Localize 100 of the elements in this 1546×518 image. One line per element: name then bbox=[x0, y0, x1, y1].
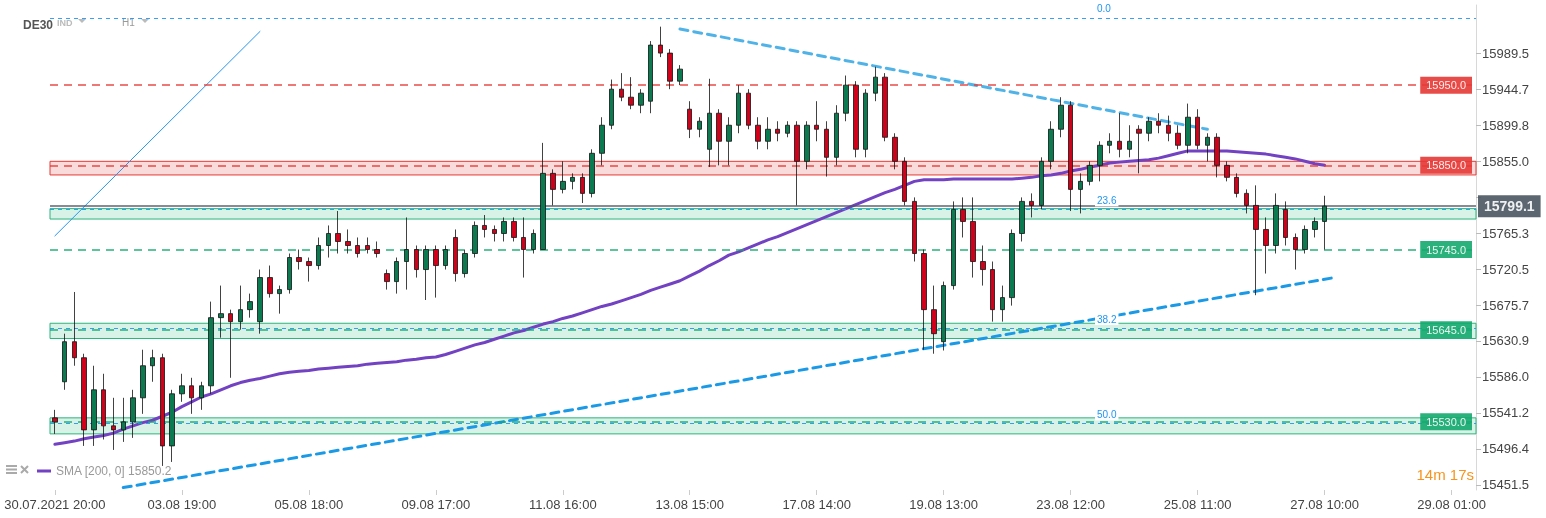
x-tick-label: 19.08 13:00 bbox=[909, 497, 979, 512]
x-tick-label: 29.08 01:00 bbox=[1417, 497, 1486, 512]
candlestick bbox=[960, 197, 966, 238]
candlestick bbox=[1214, 132, 1220, 178]
candlestick bbox=[1117, 112, 1122, 158]
x-tick-label: 03.08 19:00 bbox=[147, 497, 217, 512]
annotation: 14m 17s bbox=[1416, 466, 1475, 483]
candlestick bbox=[501, 217, 507, 242]
candlestick bbox=[863, 88, 868, 158]
candlestick bbox=[1127, 124, 1132, 158]
x-tick-label: 11.08 16:00 bbox=[528, 497, 597, 512]
candlestick bbox=[414, 245, 419, 278]
candlestick bbox=[746, 88, 751, 130]
candlestick bbox=[111, 397, 116, 451]
candlestick bbox=[384, 269, 390, 290]
candlestick bbox=[716, 108, 722, 166]
x-tick-label: 25.08 11:00 bbox=[1163, 497, 1232, 512]
candlestick bbox=[169, 389, 175, 463]
y-tick-label: 15944.7 bbox=[1482, 81, 1529, 97]
y-tick-label: 15899.8 bbox=[1482, 117, 1529, 133]
candlestick bbox=[599, 116, 605, 166]
candlestick bbox=[794, 120, 800, 206]
candlestick bbox=[755, 116, 761, 150]
x-tick-label: 23.08 12:00 bbox=[1036, 497, 1106, 512]
candlestick bbox=[707, 78, 712, 168]
candlestick bbox=[726, 116, 732, 166]
candlestick bbox=[882, 72, 888, 142]
candlestick bbox=[1166, 115, 1171, 142]
candlestick bbox=[52, 409, 58, 435]
candlestick bbox=[306, 257, 312, 282]
candlestick bbox=[433, 245, 439, 298]
annotation: 23.6 bbox=[1097, 194, 1117, 206]
candlestick bbox=[1175, 124, 1181, 150]
candlestick bbox=[609, 79, 614, 130]
candlestick bbox=[394, 257, 399, 294]
candlestick bbox=[1205, 132, 1210, 162]
candlestick bbox=[208, 301, 214, 395]
candlestick bbox=[843, 75, 849, 122]
candlestick bbox=[140, 349, 146, 415]
candlestick bbox=[1293, 233, 1298, 270]
candlestick bbox=[951, 201, 956, 290]
candlestick bbox=[287, 253, 292, 294]
candlestick bbox=[667, 48, 673, 90]
ref-line-label: 15799.1 bbox=[1484, 198, 1535, 215]
candlestick bbox=[540, 142, 546, 250]
candlestick bbox=[1234, 172, 1239, 198]
annotation: IND bbox=[57, 17, 73, 28]
candlestick bbox=[1019, 197, 1025, 242]
candlestick bbox=[91, 365, 97, 447]
candlestick bbox=[228, 309, 233, 379]
candlestick bbox=[81, 353, 87, 447]
ref-line-label: 15850.0 bbox=[1426, 159, 1466, 172]
annotation: H1 bbox=[122, 16, 136, 28]
candlestick bbox=[1273, 192, 1279, 254]
candlestick bbox=[1136, 124, 1142, 174]
candlestick bbox=[775, 120, 780, 142]
candlestick bbox=[1253, 184, 1259, 296]
candlestick bbox=[736, 84, 741, 134]
candlestick bbox=[453, 229, 458, 282]
candlestick bbox=[1224, 160, 1230, 182]
candlestick bbox=[1097, 140, 1103, 182]
candlestick bbox=[238, 285, 243, 331]
candlestick bbox=[62, 333, 67, 391]
candlestick bbox=[1185, 103, 1191, 154]
candlestick bbox=[1048, 120, 1054, 170]
candlestick bbox=[1078, 172, 1083, 214]
y-tick-label: 15496.4 bbox=[1482, 441, 1529, 457]
candlestick bbox=[443, 245, 448, 270]
candlestick bbox=[296, 249, 302, 270]
candlestick bbox=[1263, 217, 1269, 274]
y-tick-label: 15765.3 bbox=[1482, 225, 1529, 241]
candlestick bbox=[511, 217, 517, 242]
candlestick bbox=[921, 249, 927, 351]
candlestick bbox=[1244, 188, 1249, 214]
annotation: 38.2 bbox=[1097, 313, 1117, 325]
candlestick bbox=[873, 66, 878, 102]
candlestick bbox=[316, 237, 321, 270]
candlestick bbox=[853, 80, 859, 158]
candlestick bbox=[472, 221, 478, 258]
candlestick bbox=[1009, 229, 1015, 307]
candlestick bbox=[335, 210, 341, 254]
legend-label: SMA [200, 0] 15850.2 bbox=[56, 464, 172, 478]
candlestick bbox=[589, 148, 595, 198]
candlestick bbox=[345, 229, 351, 254]
candlestick bbox=[462, 249, 468, 278]
candlestick bbox=[638, 88, 644, 114]
candlestick bbox=[687, 100, 692, 139]
candlestick bbox=[326, 225, 331, 258]
candlestick bbox=[374, 241, 380, 258]
annotation: 50.0 bbox=[1097, 408, 1117, 420]
candlestick bbox=[277, 285, 282, 315]
x-tick-label: 30.07.2021 20:00 bbox=[4, 497, 106, 512]
x-tick-label: 13.08 15:00 bbox=[655, 497, 725, 512]
candlestick bbox=[814, 100, 819, 142]
candlestick bbox=[267, 265, 273, 298]
candlestick bbox=[1068, 100, 1073, 212]
candlestick bbox=[1146, 116, 1152, 142]
y-tick-label: 15541.2 bbox=[1482, 405, 1529, 421]
candlestick bbox=[101, 373, 106, 440]
candlestick bbox=[1058, 96, 1064, 138]
